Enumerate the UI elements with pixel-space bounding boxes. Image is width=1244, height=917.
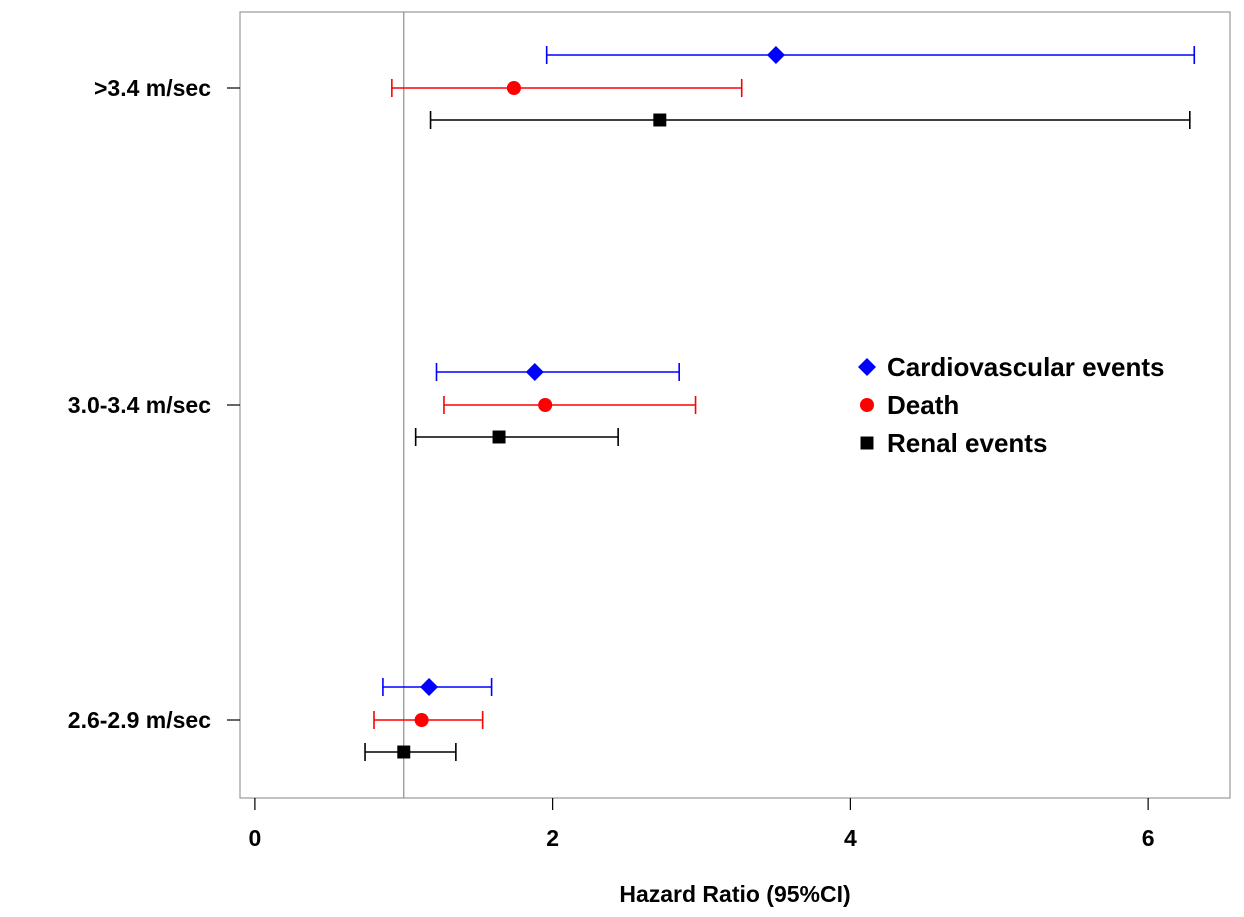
x-tick-label: 2 [546,825,559,851]
legend-label: Renal events [887,428,1047,458]
legend-marker [858,358,876,376]
legend-label: Death [887,390,959,420]
x-axis: 0 2 4 6 [248,798,1155,851]
legend: Cardiovascular events Death Renal events [858,352,1164,458]
point-estimate [492,430,506,444]
plot-frame [239,11,1231,799]
y-tick-label: >3.4 m/sec [94,75,211,101]
point-estimate [538,397,553,413]
series-cardiovascular-events [382,46,1196,696]
x-tick-label: 0 [248,825,261,851]
legend-marker [860,436,874,450]
x-tick-label: 6 [1142,825,1155,851]
chart-marks [364,46,1196,761]
point-estimate [653,113,667,127]
legend-marker [859,397,875,413]
x-tick-label: 4 [844,825,857,851]
point-estimate [397,745,411,759]
legend-item: Renal events [860,428,1047,458]
series-renal-events [364,111,1191,761]
y-tick-label: 2.6-2.9 m/sec [68,707,211,733]
point-estimate [525,363,544,381]
x-axis-label: Hazard Ratio (95%CI) [619,881,850,907]
point-estimate [766,46,785,64]
point-estimate [420,678,439,696]
point-estimate [414,712,429,728]
series-death [373,79,743,729]
y-tick-label: 3.0-3.4 m/sec [68,392,211,418]
y-axis: >3.4 m/sec 3.0-3.4 m/sec 2.6-2.9 m/sec [68,75,240,733]
legend-label: Cardiovascular events [887,352,1164,382]
legend-item: Death [859,390,959,420]
legend-item: Cardiovascular events [858,352,1164,382]
point-estimate [506,80,521,96]
